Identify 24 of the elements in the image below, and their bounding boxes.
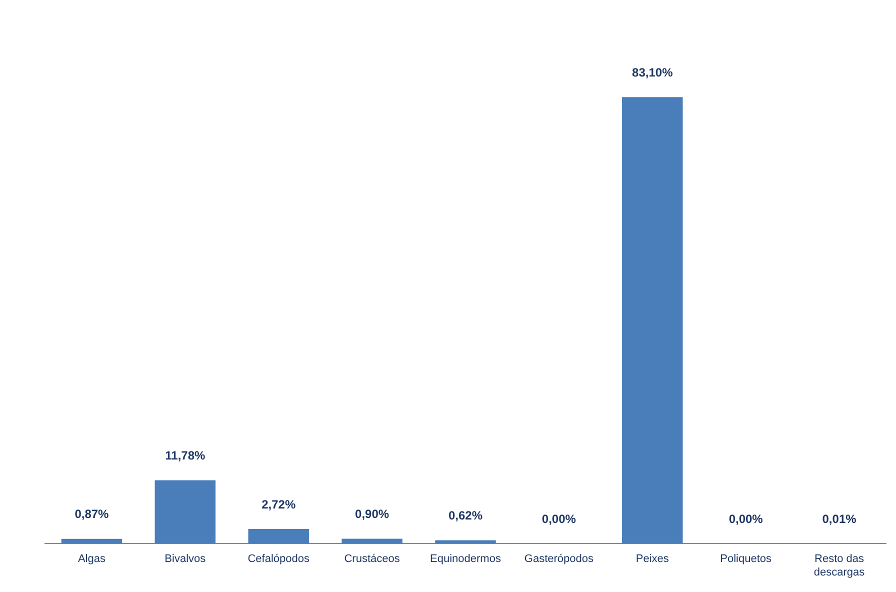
x-tick-label: Equinodermos	[430, 553, 502, 566]
data-label: 83,10%	[632, 65, 674, 80]
data-label: 0,87%	[74, 507, 110, 522]
data-label: 2,72%	[262, 497, 296, 512]
x-tick-label: Algas	[78, 553, 106, 566]
data-label: 0,00%	[542, 512, 576, 526]
data-label: 0,00%	[728, 512, 764, 526]
bar	[622, 97, 683, 544]
data-label: 0,01%	[822, 512, 857, 526]
x-tick-label: Cefalópodos	[248, 553, 310, 566]
data-label: 0,90%	[355, 507, 390, 522]
x-tick-label: Gasterópodos	[524, 553, 594, 566]
x-tick-label: Bivalvos	[164, 553, 206, 566]
x-tick-label: Peixes	[636, 553, 670, 566]
x-tick-label: Resto das descargas	[814, 553, 866, 578]
bar	[61, 538, 122, 544]
x-tick-label: Crustáceos	[344, 553, 400, 566]
x-tick-label: Poliquetos	[720, 553, 772, 566]
data-label: 0,62%	[448, 508, 483, 523]
bar	[154, 480, 216, 544]
bar	[248, 528, 309, 544]
bar	[435, 540, 496, 544]
data-label: 11,78%	[165, 448, 206, 463]
bar	[342, 538, 402, 544]
